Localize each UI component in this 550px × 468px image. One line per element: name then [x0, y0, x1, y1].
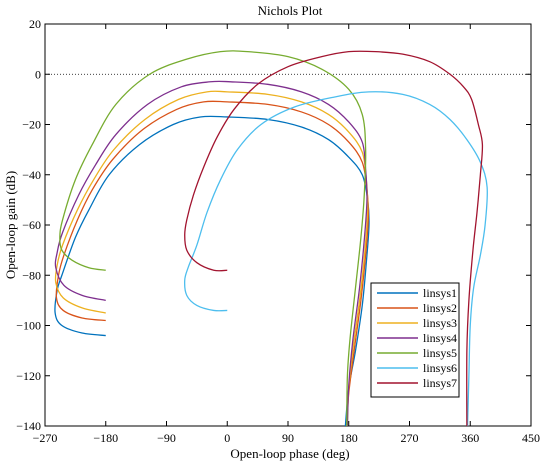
- legend-box: [370, 282, 460, 398]
- x-tick-label: 360: [461, 431, 479, 445]
- y-tick-label: −40: [22, 168, 41, 182]
- y-tick-label: 20: [29, 17, 41, 31]
- chart-title: Nichols Plot: [258, 3, 323, 18]
- legend-items: linsys1linsys2linsys3linsys4linsys5linsy…: [377, 286, 457, 390]
- plot-area: −270 −180 −90 0 90 180 270 360 450 20 0 −20 −40 −60 −8…: [16, 17, 540, 445]
- series-line-linsys6: [184, 91, 488, 426]
- series-line-linsys5: [59, 50, 367, 426]
- legend: linsys1linsys2linsys3linsys4linsys5linsy…: [370, 282, 460, 398]
- x-tick-label: −90: [157, 431, 176, 445]
- y-tick-label: −80: [22, 268, 41, 282]
- tick-layer: −270 −180 −90 0 90 180 270 360 450 20 0 −20 −40 −60 −8…: [16, 17, 540, 445]
- y-tick-label: −100: [16, 319, 41, 333]
- series-line-linsys3: [54, 90, 369, 426]
- legend-label: linsys4: [423, 331, 457, 345]
- series-line-linsys7: [184, 50, 484, 426]
- series-line-linsys4: [54, 80, 368, 426]
- legend-label: linsys7: [423, 376, 457, 390]
- legend-label: linsys6: [423, 361, 457, 375]
- x-tick-label: −270: [33, 431, 58, 445]
- y-axis-label: Open-loop gain (dB): [3, 171, 18, 279]
- legend-label: linsys1: [423, 286, 457, 300]
- series-layer: [54, 50, 488, 426]
- x-tick-label: 90: [282, 431, 294, 445]
- x-tick-label: 450: [522, 431, 540, 445]
- legend-label: linsys2: [423, 301, 457, 315]
- x-tick-label: 180: [340, 431, 358, 445]
- legend-label: linsys5: [423, 346, 457, 360]
- x-tick-label: 270: [401, 431, 419, 445]
- y-tick-label: −20: [22, 118, 41, 132]
- x-tick-label: 0: [224, 431, 230, 445]
- y-tick-label: 0: [35, 67, 41, 81]
- series-line-linsys1: [54, 115, 370, 426]
- y-tick-label: −140: [16, 419, 41, 433]
- y-tick-label: −60: [22, 218, 41, 232]
- legend-label: linsys3: [423, 316, 457, 330]
- x-tick-label: −180: [93, 431, 118, 445]
- x-axis-label: Open-loop phase (deg): [230, 446, 349, 461]
- y-tick-label: −120: [16, 369, 41, 383]
